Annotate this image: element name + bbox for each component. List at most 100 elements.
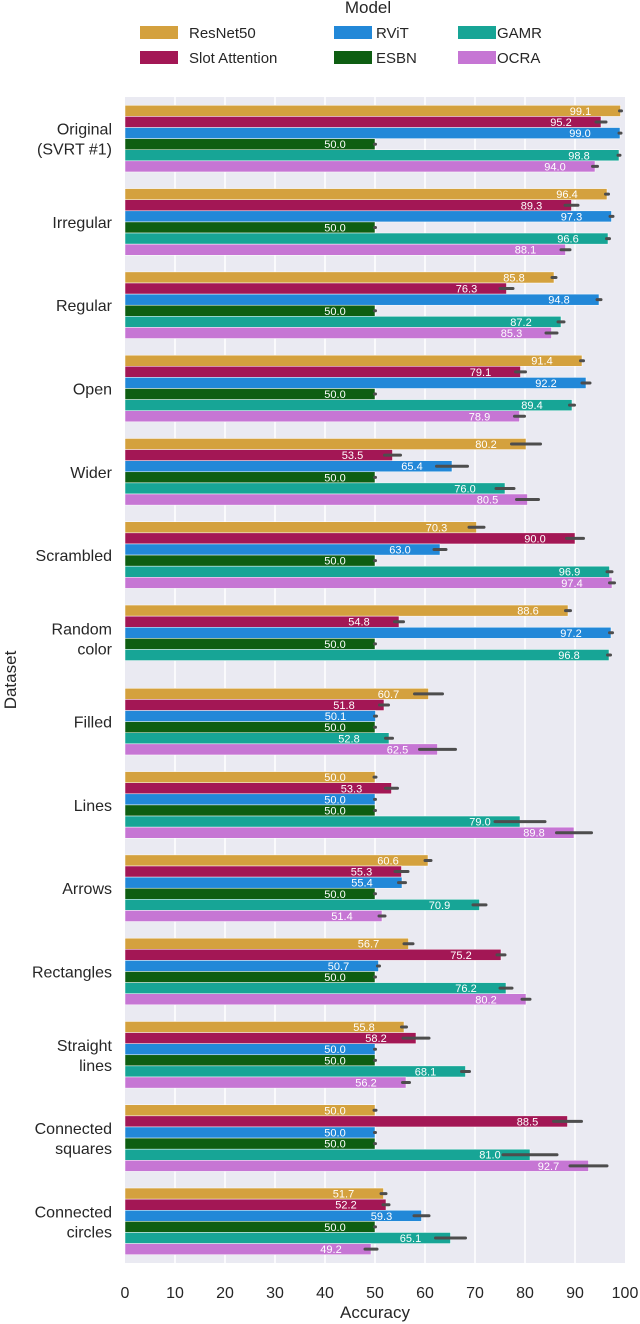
data-label: 96.4 [556, 189, 577, 201]
bars: 99.195.299.0 50.0 98.894.0 96.4 89.3 97.3 50.0… [124, 105, 623, 1256]
x-tick-label: 30 [266, 1285, 284, 1302]
x-axis-label: Accuracy [340, 1303, 410, 1322]
bar-ocra [124, 160, 596, 173]
bar-slot-attention [124, 532, 576, 545]
x-tick-label: 90 [566, 1285, 584, 1302]
data-label: 76.0 [454, 483, 475, 495]
y-category-label-line: Scrambled [36, 548, 112, 565]
data-label: 52.8 [338, 733, 359, 745]
data-label: 56.7 [358, 939, 379, 951]
x-tick-label: 50 [366, 1285, 384, 1302]
bar-resnet50 [124, 438, 527, 450]
y-category-label: Irregular [52, 215, 112, 232]
data-label: 95.2 [550, 117, 571, 129]
data-label: 55.3 [351, 867, 372, 879]
bar-gamr [124, 815, 521, 828]
x-tick-label: 60 [416, 1285, 434, 1302]
legend-label: ESBN [376, 50, 417, 67]
data-label: 56.2 [355, 1078, 376, 1090]
data-label: 94.0 [544, 161, 565, 173]
data-label: 88.6 [517, 606, 538, 618]
legend-label: GAMR [497, 25, 542, 42]
y-category-label-line: Regular [56, 298, 113, 315]
data-label: 97.4 [561, 578, 582, 590]
bar-rvit [124, 293, 600, 306]
bar-gamr [124, 399, 573, 411]
bar-slot-attention [124, 199, 572, 212]
y-category-label: Original (SVRT #1) [37, 122, 112, 159]
data-label: 90.0 [524, 533, 545, 545]
bar-rvit [124, 210, 612, 223]
data-label: 62.5 [387, 744, 408, 756]
data-label: 65.1 [400, 1233, 421, 1245]
data-label: 50.0 [324, 1128, 345, 1140]
bar-resnet50 [124, 105, 621, 117]
y-category-label: Straight lines [57, 1038, 113, 1075]
legend-swatch [334, 26, 372, 39]
data-label: 99.0 [569, 128, 590, 140]
data-label: 60.7 [378, 689, 399, 701]
data-label: 53.5 [342, 450, 363, 462]
bar-slot-attention [124, 949, 502, 961]
y-category-label-line: Connected [35, 1121, 112, 1138]
data-label: 52.2 [335, 1200, 356, 1212]
data-label: 53.3 [341, 783, 362, 795]
y-category-labels: Original (SVRT #1) Irregular Regular Open Wid… [32, 122, 113, 1242]
bar-ocra [124, 993, 527, 1006]
x-tick-label: 20 [216, 1285, 234, 1302]
data-label: 80.2 [475, 994, 496, 1006]
y-category-label-line: Connected [35, 1204, 112, 1221]
data-label: 70.9 [429, 900, 450, 912]
data-label: 91.4 [531, 356, 552, 368]
bar-ocra [124, 327, 552, 339]
data-label: 85.3 [501, 328, 522, 340]
data-label: 50.0 [324, 389, 345, 401]
data-label: 50.0 [324, 556, 345, 568]
data-label: 96.9 [559, 567, 580, 579]
y-category-label: Connected squares [35, 1121, 112, 1158]
data-label: 70.3 [426, 522, 447, 534]
data-label: 78.9 [469, 411, 490, 423]
y-category-label-line: circles [67, 1224, 112, 1241]
bar-slot-attention [124, 1115, 568, 1128]
data-label: 80.5 [477, 495, 498, 507]
x-tick-label: 10 [166, 1285, 184, 1302]
legend-label: ResNet50 [189, 25, 256, 42]
bar-resnet50 [124, 604, 569, 617]
data-label: 54.8 [348, 617, 369, 629]
data-label: 89.3 [521, 200, 542, 212]
y-category-label: Open [73, 382, 112, 399]
y-category-label: Scrambled [36, 548, 112, 565]
bar-rvit [124, 127, 621, 139]
bar-gamr [124, 232, 609, 245]
bar-slot-attention [124, 116, 602, 128]
bar-gamr [124, 982, 507, 994]
legend-swatch [334, 51, 372, 64]
data-label: 50.0 [324, 805, 345, 817]
y-category-label-line: lines [79, 1058, 112, 1075]
bar-slot-attention [124, 366, 521, 378]
data-label: 60.6 [377, 855, 398, 867]
data-label: 50.0 [324, 889, 345, 901]
y-category-label-line: Arrows [62, 881, 112, 898]
y-category-label-line: color [77, 641, 112, 658]
data-label: 50.0 [324, 772, 345, 784]
data-label: 50.0 [324, 794, 345, 806]
bar-ocra [124, 577, 613, 589]
data-label: 79.0 [469, 817, 490, 829]
data-label: 85.8 [503, 272, 524, 284]
legend-title: Model [345, 0, 391, 17]
bar-gamr [124, 649, 610, 661]
data-label: 92.7 [538, 1161, 559, 1173]
data-label: 98.8 [568, 150, 589, 162]
data-label: 50.7 [328, 961, 349, 973]
data-label: 50.0 [324, 1222, 345, 1234]
legend-swatch [458, 51, 496, 64]
bar-gamr [124, 899, 480, 911]
data-label: 58.2 [365, 1033, 386, 1045]
bar-ocra [124, 493, 528, 506]
data-label: 50.0 [324, 639, 345, 651]
y-category-label-line: Random [52, 621, 112, 638]
legend-swatch [458, 26, 496, 39]
